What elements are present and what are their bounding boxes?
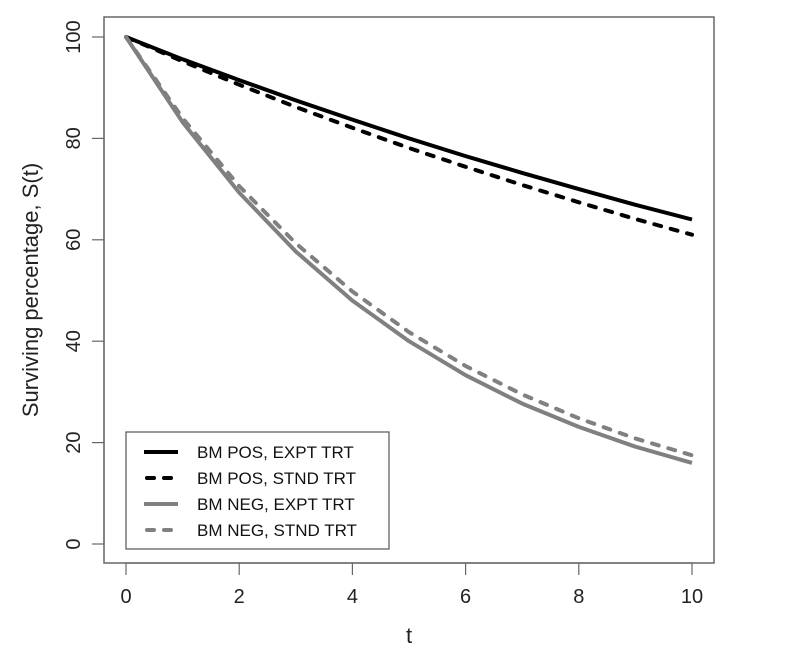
legend-label: BM POS, STND TRT	[197, 469, 356, 488]
x-tick-label: 4	[347, 586, 358, 608]
series-lines	[124, 35, 694, 465]
x-axis: 0 2 4 6 8 10	[120, 562, 703, 608]
legend: BM POS, EXPT TRT BM POS, STND TRT BM NEG, …	[125, 431, 390, 550]
x-tick-label: 6	[460, 586, 471, 608]
x-tick-label: 0	[120, 586, 131, 608]
series-line-1	[125, 35, 693, 222]
y-axis: 0 20 40 60 80 100	[63, 20, 105, 550]
y-tick-label: 0	[63, 538, 85, 549]
series-line-2	[124, 35, 694, 237]
series-line-4	[124, 35, 694, 458]
legend-label: BM NEG, EXPT TRT	[197, 495, 355, 514]
y-tick-label: 60	[63, 229, 85, 251]
y-axis-title: Surviving percentage, S(t)	[18, 163, 43, 417]
y-tick-label: 100	[63, 20, 85, 53]
legend-label: BM NEG, STND TRT	[197, 521, 357, 540]
x-tick-label: 8	[573, 586, 584, 608]
x-tick-label: 2	[234, 586, 245, 608]
y-tick-label: 20	[63, 431, 85, 453]
y-tick-label: 40	[63, 330, 85, 352]
y-tick-label: 80	[63, 127, 85, 149]
x-axis-title: t	[406, 623, 412, 648]
x-tick-label: 10	[681, 586, 703, 608]
legend-label: BM POS, EXPT TRT	[197, 443, 354, 462]
series-line-3	[124, 35, 693, 465]
